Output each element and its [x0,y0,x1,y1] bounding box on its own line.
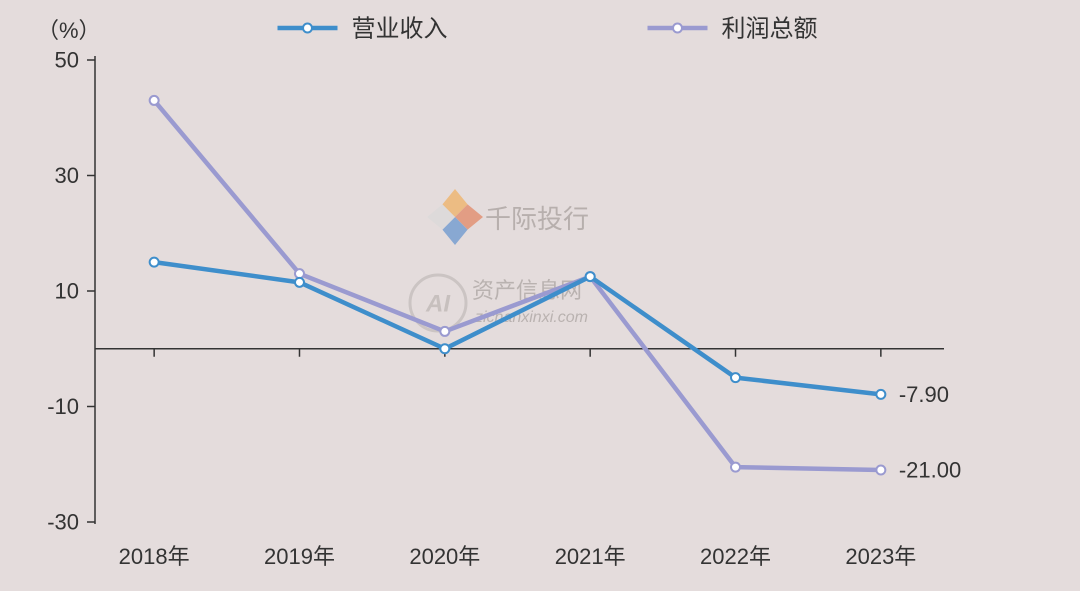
x-tick-label: 2019年 [264,544,335,569]
x-tick-label: 2023年 [845,544,916,569]
y-axis-unit-label: （%） [37,18,101,43]
line-chart: 千际投行AI资产信息网zichanxinxi.com-30-10103050（%… [0,0,1080,591]
series-series1-marker [440,344,449,353]
series-series1-marker [876,390,885,399]
watermark-brand-text: 千际投行 [485,204,589,234]
legend-label: 利润总额 [722,15,818,42]
series-series1-marker [150,258,159,267]
series-series1-end-label: -7.90 [899,382,949,407]
y-tick-label: 30 [55,163,79,188]
series-series2-marker [150,96,159,105]
x-tick-label: 2020年 [409,544,480,569]
legend-label: 营业收入 [352,15,448,42]
series-series2-marker [876,466,885,475]
svg-text:AI: AI [425,290,451,317]
x-tick-label: 2021年 [555,544,626,569]
y-tick-label: 10 [55,279,79,304]
legend-swatch-marker [673,24,682,33]
series-series2-end-label: -21.00 [899,458,961,483]
series-series2-marker [731,463,740,472]
y-tick-label: 50 [55,48,79,73]
x-tick-label: 2022年 [700,544,771,569]
series-series1-marker [731,373,740,382]
x-tick-label: 2018年 [119,544,190,569]
series-series1-marker [295,278,304,287]
series-series1-marker [586,272,595,281]
y-tick-label: -10 [47,394,79,419]
series-series2-marker [440,327,449,336]
legend-swatch-marker [303,24,312,33]
series-series2-marker [295,269,304,278]
y-tick-label: -30 [47,510,79,535]
